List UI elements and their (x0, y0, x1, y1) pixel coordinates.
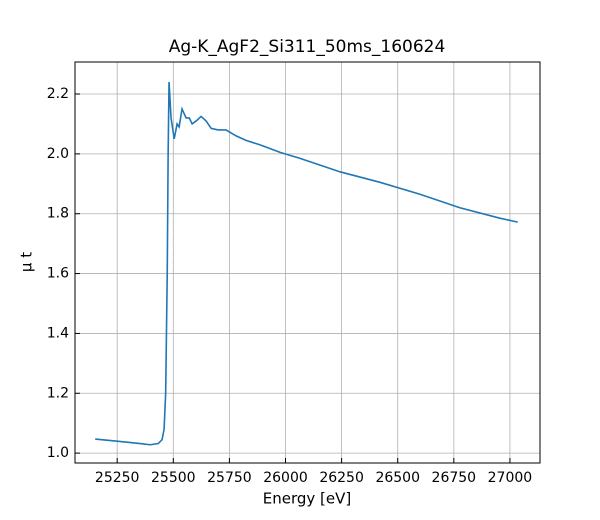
x-tick-label: 26750 (432, 470, 477, 486)
y-tick-label: 1.2 (47, 385, 69, 401)
x-tick-label: 25750 (207, 470, 252, 486)
x-tick-label: 25250 (95, 470, 140, 486)
y-tick-label: 1.8 (47, 206, 69, 222)
data-line (95, 82, 518, 446)
x-tick-label: 25500 (151, 470, 196, 486)
chart-title: Ag-K_AgF2_Si311_50ms_160624 (169, 37, 446, 57)
y-tick-label: 1.4 (47, 325, 69, 341)
y-tick-label: 2.2 (47, 86, 69, 102)
plot-frame (74, 61, 541, 464)
x-tick-label: 26250 (319, 470, 364, 486)
x-tick-label: 26500 (375, 470, 420, 486)
y-axis-label: μ t (18, 252, 36, 272)
y-tick-label: 1.0 (47, 445, 69, 461)
y-tick-label: 2.0 (47, 146, 69, 162)
x-tick-label: 27000 (488, 470, 533, 486)
x-tick-label: 26000 (263, 470, 308, 486)
y-tick-label: 1.6 (47, 266, 69, 282)
x-axis-label: Energy [eV] (263, 490, 351, 508)
